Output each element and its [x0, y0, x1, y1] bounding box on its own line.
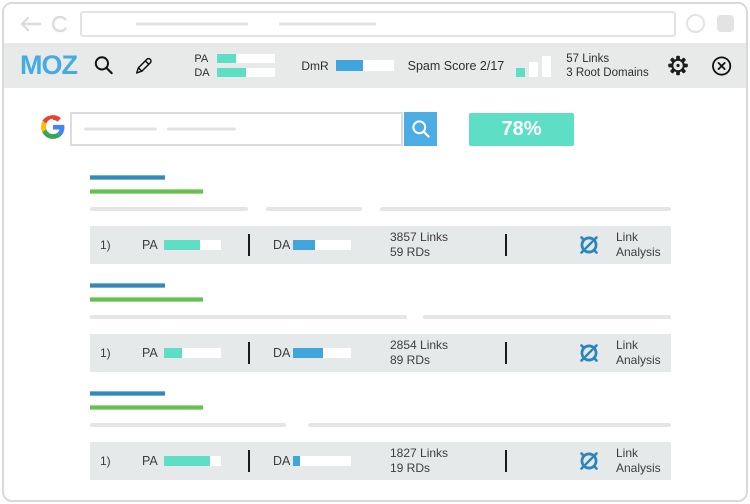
- root-domains-count: 19 RDs: [390, 461, 431, 475]
- da-bar: [293, 240, 351, 250]
- link-analysis-icon[interactable]: [576, 232, 602, 258]
- search-input[interactable]: [70, 112, 403, 146]
- divider: [505, 342, 507, 364]
- query-placeholder-line: [167, 127, 236, 131]
- search-result: 1) PA DA 3857 Links 59 RDs Link Analysis: [90, 175, 671, 264]
- search-icon[interactable]: [93, 52, 115, 79]
- toolbar-dmr-label: DmR: [301, 58, 329, 73]
- search-button-icon: [411, 120, 430, 138]
- root-domains-count: 59 RDs: [390, 245, 431, 259]
- toolbar-da-label: DA: [194, 66, 210, 79]
- da-label: DA: [273, 346, 291, 360]
- toolbar-pa-da-metrics: PA DA: [194, 52, 276, 79]
- da-label: DA: [273, 454, 291, 468]
- url-placeholder-line: [279, 22, 376, 25]
- mozbar-serp-overlay: 1) PA DA 1827 Links 19 RDs Link Analysis: [90, 442, 671, 480]
- toolbar-dmr-metric: DmR: [301, 58, 394, 73]
- window-control-circle[interactable]: [686, 14, 705, 33]
- result-description-lines: [90, 315, 671, 319]
- toolbar-da-bar: [217, 68, 276, 77]
- back-icon[interactable]: [18, 16, 42, 32]
- divider: [248, 342, 250, 364]
- result-title-line: [90, 283, 165, 288]
- browser-chrome: [4, 4, 746, 43]
- result-url-line: [90, 189, 203, 194]
- pa-label: PA: [142, 238, 158, 252]
- result-index: 1): [100, 346, 111, 360]
- pa-label: PA: [142, 454, 158, 468]
- pencil-icon[interactable]: [133, 53, 154, 79]
- spam-score-label: Spam Score 2/17: [407, 58, 505, 73]
- result-title-line: [90, 175, 165, 180]
- search-button[interactable]: [404, 112, 437, 146]
- moz-logo: MOZ: [20, 50, 78, 80]
- mini-bar-chart-icon: [516, 55, 552, 77]
- link-analysis-icon[interactable]: [576, 448, 602, 474]
- links-count: 2854 Links: [390, 338, 449, 352]
- google-logo: [41, 115, 65, 139]
- toolbar-pa-bar: [217, 54, 276, 63]
- da-bar: [293, 456, 351, 466]
- result-index: 1): [100, 454, 111, 468]
- divider: [248, 450, 250, 472]
- divider: [505, 450, 507, 472]
- toolbar-links-count: 57 Links: [566, 52, 610, 65]
- pa-bar: [164, 240, 221, 250]
- result-description-lines: [90, 423, 671, 427]
- close-icon[interactable]: [711, 53, 732, 79]
- url-placeholder-line: [136, 22, 248, 25]
- links-count: 3857 Links: [390, 230, 449, 244]
- result-url-line: [90, 297, 203, 302]
- divider: [505, 234, 507, 256]
- result-url-line: [90, 405, 203, 410]
- search-result: 1) PA DA 2854 Links 89 RDs Link Analysis: [90, 283, 671, 372]
- gear-icon[interactable]: [667, 52, 689, 79]
- link-stats: 1827 Links 19 RDs: [390, 446, 448, 476]
- link-analysis-icon[interactable]: [576, 340, 602, 366]
- toolbar-pa-label: PA: [194, 52, 209, 65]
- pa-bar: [164, 456, 221, 466]
- search-result: 1) PA DA 1827 Links 19 RDs Link Analysis: [90, 391, 671, 480]
- da-label: DA: [273, 238, 291, 252]
- links-count: 1827 Links: [390, 446, 449, 460]
- root-domains-count: 89 RDs: [390, 353, 431, 367]
- link-analysis-link[interactable]: Link Analysis: [616, 446, 661, 475]
- result-description-lines: [90, 207, 671, 211]
- mozbar-serp-overlay: 1) PA DA 3857 Links 59 RDs Link Analysis: [90, 226, 671, 264]
- pa-label: PA: [142, 346, 158, 360]
- toolbar-links-summary: 57 Links 3 Root Domains: [566, 52, 648, 80]
- refresh-icon[interactable]: [51, 15, 69, 33]
- score-badge: 78%: [469, 113, 574, 146]
- result-title-line: [90, 391, 165, 396]
- link-stats: 2854 Links 89 RDs: [390, 338, 448, 368]
- link-stats: 3857 Links 59 RDs: [390, 230, 448, 260]
- address-bar[interactable]: [80, 10, 676, 37]
- search-results: 1) PA DA 3857 Links 59 RDs Link Analysis: [90, 175, 671, 499]
- search-bar: [70, 112, 437, 146]
- link-analysis-link[interactable]: Link Analysis: [616, 338, 661, 367]
- toolbar-root-domains: 3 Root Domains: [566, 66, 649, 79]
- mozbar-serp-overlay: 1) PA DA 2854 Links 89 RDs Link Analysis: [90, 334, 671, 372]
- pa-bar: [164, 348, 221, 358]
- result-index: 1): [100, 238, 111, 252]
- link-analysis-link[interactable]: Link Analysis: [616, 230, 661, 259]
- toolbar-dmr-bar: [335, 60, 394, 71]
- window-control-square[interactable]: [717, 15, 734, 32]
- da-bar: [293, 348, 351, 358]
- divider: [248, 234, 250, 256]
- mozbar-toolbar: MOZ PA DA DmR Spam Score 2/17: [4, 43, 746, 88]
- query-placeholder-line: [84, 127, 157, 131]
